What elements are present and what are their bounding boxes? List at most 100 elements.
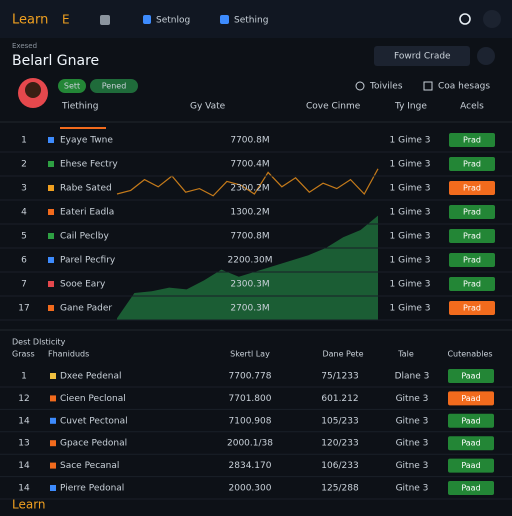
row-value: 2700.3M — [230, 304, 269, 314]
color-swatch — [50, 395, 56, 402]
row-name: Gane Pader — [60, 304, 112, 314]
nav-item[interactable]: Setnlog — [156, 16, 190, 26]
action-label[interactable]: Prad — [463, 280, 481, 289]
dropdown-button[interactable] — [374, 46, 470, 66]
action-button[interactable] — [449, 157, 495, 171]
tag[interactable] — [58, 79, 86, 93]
action-label[interactable]: Paad — [461, 439, 480, 448]
color-swatch — [48, 233, 54, 239]
row-value: 7700.8M — [230, 232, 269, 242]
row-time: 1 Gime 3 — [390, 232, 431, 242]
row-value: 2000.300 — [229, 484, 272, 494]
tag-label[interactable]: Sett — [64, 82, 80, 91]
action-button[interactable] — [449, 181, 495, 195]
action-button[interactable] — [449, 229, 495, 243]
profile-action[interactable]: Toiviles — [369, 82, 403, 92]
action-label[interactable]: Paad — [461, 416, 480, 425]
settings-icon[interactable] — [483, 10, 501, 28]
column-header: Grass — [12, 350, 35, 359]
row-name: Cail Peclby — [60, 232, 109, 242]
color-swatch — [48, 185, 54, 191]
row-value: 7700.778 — [229, 372, 272, 382]
action-button[interactable] — [449, 133, 495, 147]
action-button[interactable] — [449, 205, 495, 219]
profile-action[interactable]: Coa hesags — [438, 82, 490, 92]
row-index: 7 — [21, 280, 27, 290]
action-button[interactable] — [448, 391, 494, 406]
action-label[interactable]: Paad — [461, 461, 480, 470]
action-label[interactable]: Prad — [463, 136, 481, 145]
nav-item[interactable]: E — [62, 13, 70, 27]
action-button[interactable] — [449, 253, 495, 267]
row-time: 1 Gime 3 — [390, 136, 431, 146]
line-series — [116, 168, 379, 197]
action-label[interactable]: Prad — [463, 184, 481, 193]
user-avatar[interactable] — [477, 47, 495, 65]
row-rate: 75/1233 — [321, 372, 358, 382]
row-time: 1 Gime 3 — [390, 304, 431, 314]
row-name: Dxee Pedenal — [60, 372, 122, 382]
row-value: 2000.1/38 — [227, 439, 273, 449]
row-name: Sace Pecanal — [60, 461, 119, 471]
row-rate: 105/233 — [321, 416, 358, 426]
action-button[interactable] — [448, 458, 494, 473]
section-title: Dest Dlsticity — [12, 338, 66, 347]
row-index: 2 — [21, 160, 27, 170]
action-button[interactable] — [449, 301, 495, 315]
action-button[interactable] — [448, 413, 494, 428]
nav-item[interactable]: Sething — [234, 16, 268, 26]
nav-icon[interactable] — [100, 15, 110, 25]
column-header: Dane Pete — [322, 350, 363, 359]
row-index: 4 — [21, 208, 27, 218]
column-header: Cove Cinme — [306, 102, 361, 112]
color-swatch — [50, 462, 56, 469]
color-swatch — [48, 305, 54, 311]
dropdown-label[interactable]: Fowrd Crade — [394, 52, 451, 62]
row-index: 13 — [18, 439, 29, 449]
action-label[interactable]: Paad — [461, 372, 480, 381]
row-time: Gitne 3 — [396, 484, 429, 494]
top-bar — [0, 0, 512, 38]
column-header: Skertl Lay — [230, 350, 270, 359]
column-header: Cutenables — [447, 350, 492, 359]
row-value: 7700.4M — [230, 160, 269, 170]
color-swatch — [50, 373, 56, 379]
color-swatch — [48, 137, 54, 143]
area-series — [117, 215, 378, 320]
column-header: Tiething — [61, 102, 98, 112]
action-button[interactable] — [448, 369, 494, 383]
action-label[interactable]: Prad — [463, 232, 481, 241]
row-time: Dlane 3 — [395, 372, 430, 382]
action-label[interactable]: Prad — [463, 304, 481, 313]
action-label[interactable]: Prad — [463, 256, 481, 265]
row-index: 12 — [18, 394, 29, 404]
color-swatch — [48, 257, 54, 263]
row-time: 1 Gime 3 — [390, 208, 431, 218]
action-button[interactable] — [448, 481, 494, 495]
color-swatch — [48, 281, 54, 287]
table: Tiething Gy Vate Cove Cinme Ty Inge Acels 1 Ey… — [0, 102, 512, 321]
tag[interactable] — [90, 79, 138, 93]
row-index: 5 — [21, 232, 27, 242]
action-button[interactable] — [448, 436, 494, 451]
tag-label[interactable]: Pened — [102, 82, 127, 91]
row-name: Eateri Eadla — [60, 208, 114, 218]
row-rate: 106/233 — [321, 461, 358, 471]
action-label[interactable]: Prad — [463, 160, 481, 169]
action-label[interactable]: Prad — [463, 208, 481, 217]
brand[interactable]: Learn — [12, 13, 48, 28]
action-label[interactable]: Paad — [461, 394, 480, 403]
row-value: 2834.170 — [229, 461, 272, 471]
column-header: Ty Inge — [394, 102, 427, 112]
row-index: 14 — [18, 484, 30, 494]
row-time: 1 Gime 3 — [390, 184, 431, 194]
search-icon[interactable] — [459, 13, 471, 25]
action-label[interactable]: Paad — [461, 484, 480, 493]
column-header: Gy Vate — [190, 102, 226, 112]
row-rate: 125/288 — [321, 484, 359, 494]
action-button[interactable] — [449, 277, 495, 291]
row-index: 14 — [18, 416, 30, 426]
color-swatch — [50, 485, 56, 491]
